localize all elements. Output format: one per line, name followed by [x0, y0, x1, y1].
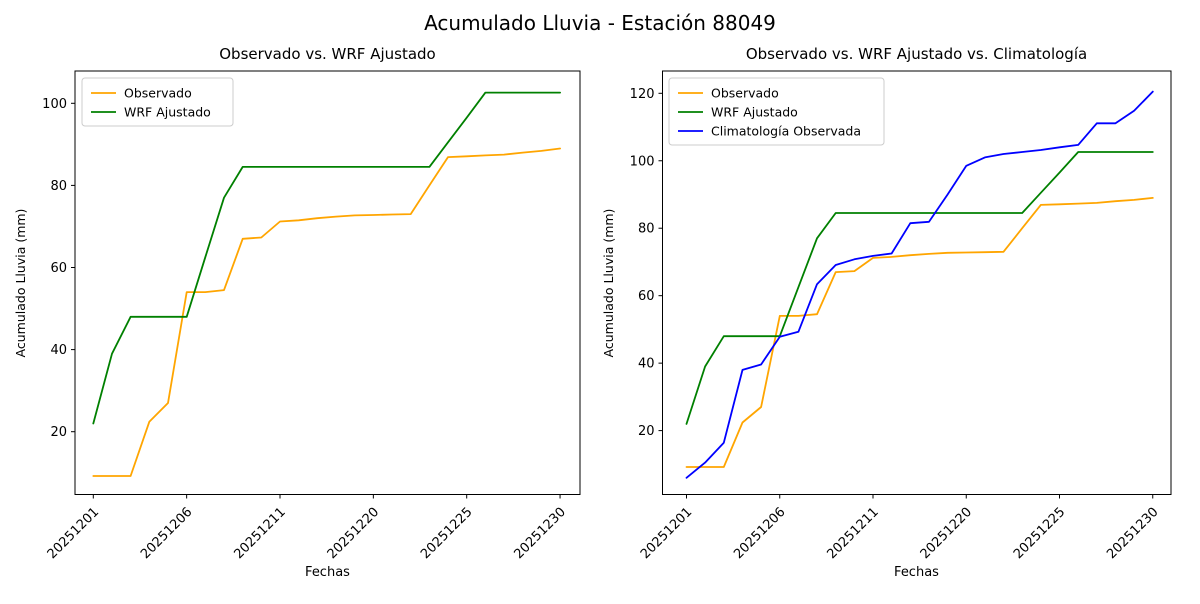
- right-x-tick-label: 20251211: [824, 505, 881, 562]
- right-y-tick-label: 20: [638, 424, 655, 439]
- left-x-tick-label: 20251225: [418, 505, 475, 562]
- right-legend-label: Observado: [711, 86, 779, 101]
- right-x-tick-label: 20251225: [1011, 505, 1068, 562]
- left-legend-box: [81, 77, 234, 127]
- right-legend-box: [668, 77, 885, 146]
- left-x-tick-label: 20251201: [45, 505, 102, 562]
- right-y-tick-label: 100: [630, 154, 655, 169]
- right-chart-title: Observado vs. WRF Ajustado vs. Climatolo…: [745, 45, 1088, 63]
- left-series-line-observado: [92, 147, 561, 477]
- left-x-tick-label: 20251230: [511, 505, 568, 562]
- right-y-axis-label: Acumulado Lluvia (mm): [601, 208, 616, 358]
- right-x-axis-label: Fechas: [894, 565, 939, 580]
- left-y-tick-label: 20: [50, 425, 67, 440]
- right-y-tick-label: 80: [638, 222, 655, 237]
- left-series-line-wrf-ajustado: [92, 91, 561, 425]
- right-legend-label: Climatología Observada: [711, 124, 861, 139]
- right-y-tick-label: 120: [630, 87, 655, 102]
- right-x-tick-label: 20251220: [918, 505, 975, 562]
- left-x-tick-label: 20251220: [325, 505, 382, 562]
- left-axes-spines: [74, 70, 581, 495]
- right-legend-label: WRF Ajustado: [711, 105, 798, 120]
- right-series-line-observado: [685, 196, 1154, 468]
- left-legend-label: Observado: [124, 86, 192, 101]
- left-y-axis-label: Acumulado Lluvia (mm): [13, 208, 28, 358]
- right-y-tick-label: 60: [638, 289, 655, 304]
- left-y-tick-label: 80: [50, 179, 67, 194]
- left-x-tick-label: 20251206: [138, 505, 195, 562]
- left-y-tick-label: 60: [50, 261, 67, 276]
- right-x-tick-label: 20251206: [731, 505, 788, 562]
- right-series-line-wrf-ajustado: [685, 151, 1154, 425]
- left-chart-title: Observado vs. WRF Ajustado: [219, 45, 436, 63]
- left-y-tick-label: 40: [50, 343, 67, 358]
- left-y-tick-label: 100: [42, 97, 67, 112]
- right-x-tick-label: 20251230: [1104, 505, 1161, 562]
- right-series-line-climatolog-a-observada: [685, 90, 1154, 479]
- right-x-tick-label: 20251201: [638, 505, 695, 562]
- left-x-tick-label: 20251211: [231, 505, 288, 562]
- figure-title: Acumulado Lluvia - Estación 88049: [424, 11, 776, 35]
- left-legend-label: WRF Ajustado: [124, 105, 211, 120]
- right-y-tick-label: 40: [638, 357, 655, 372]
- left-x-axis-label: Fechas: [305, 565, 350, 580]
- right-axes-spines: [662, 70, 1172, 495]
